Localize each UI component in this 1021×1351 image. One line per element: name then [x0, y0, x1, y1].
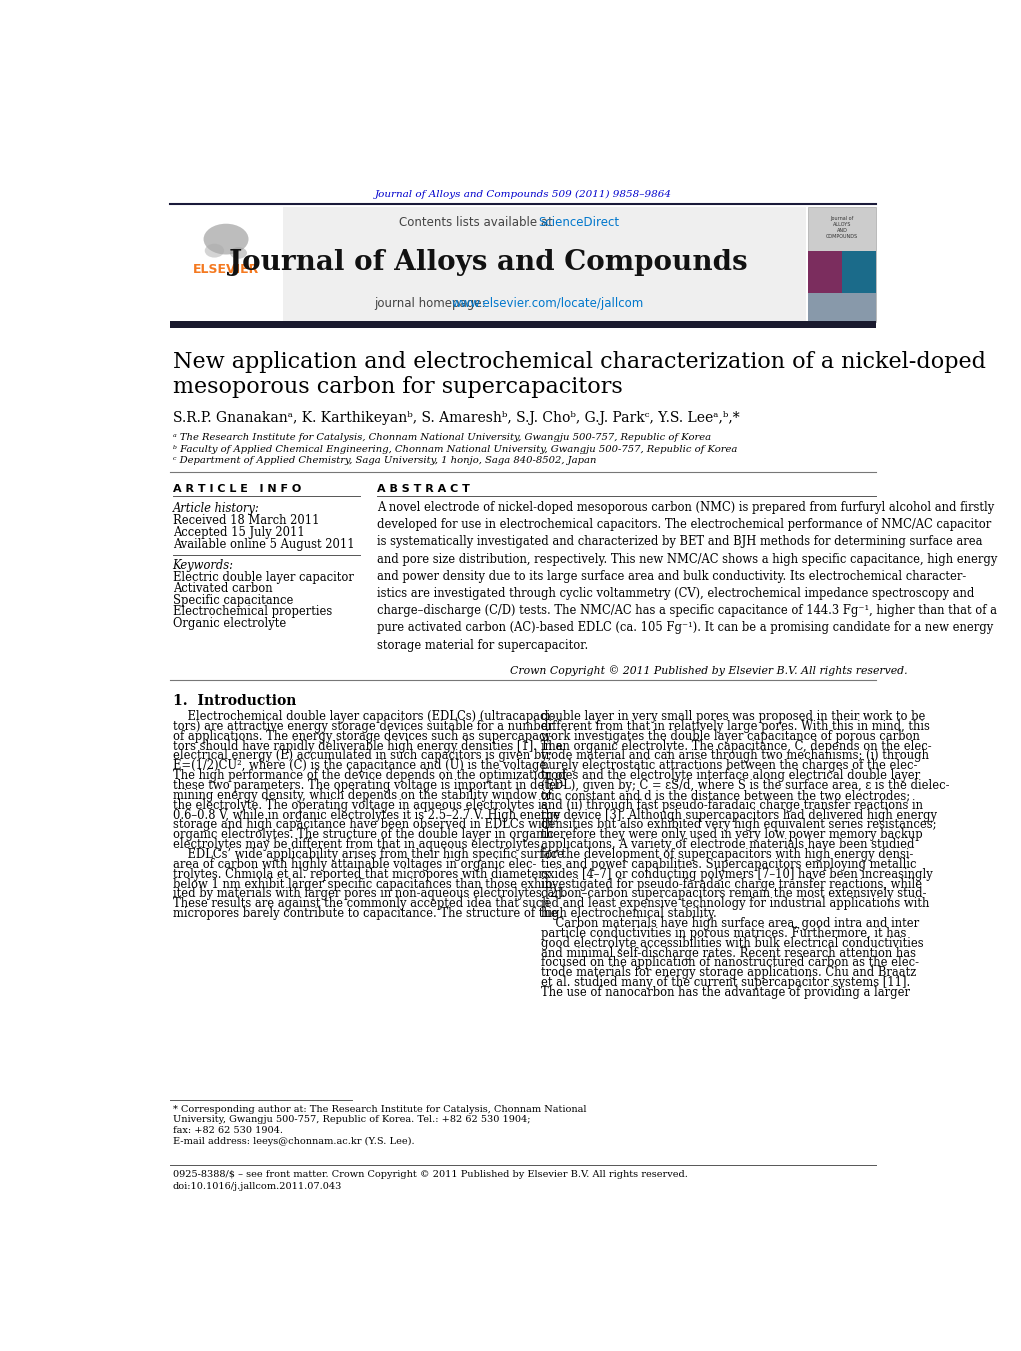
- Text: (EDL), given by; C = εS/d, where S is the surface area, ε is the dielec-: (EDL), given by; C = εS/d, where S is th…: [541, 780, 950, 792]
- Text: Specific capacitance: Specific capacitance: [173, 593, 293, 607]
- Text: Received 18 March 2011: Received 18 March 2011: [173, 515, 320, 527]
- Text: doi:10.1016/j.jallcom.2011.07.043: doi:10.1016/j.jallcom.2011.07.043: [173, 1182, 342, 1190]
- Text: applications. A variety of electrode materials have been studied: applications. A variety of electrode mat…: [541, 838, 914, 851]
- Text: and (ii) through fast pseudo-faradaic charge transfer reactions in: and (ii) through fast pseudo-faradaic ch…: [541, 798, 923, 812]
- Text: tors) are attractive energy storage devices suitable for a number: tors) are attractive energy storage devi…: [173, 720, 552, 732]
- Text: www.elsevier.com/locate/jallcom: www.elsevier.com/locate/jallcom: [451, 296, 644, 309]
- Bar: [171, 207, 283, 323]
- Text: for the development of supercapacitors with high energy densi-: for the development of supercapacitors w…: [541, 848, 913, 861]
- Text: purely electrostatic attractions between the charges of the elec-: purely electrostatic attractions between…: [541, 759, 917, 773]
- Text: The use of nanocarbon has the advantage of providing a larger: The use of nanocarbon has the advantage …: [541, 986, 910, 998]
- Text: A R T I C L E   I N F O: A R T I C L E I N F O: [173, 485, 301, 494]
- Text: the device [3]. Although supercapacitors had delivered high energy: the device [3]. Although supercapacitors…: [541, 809, 936, 821]
- Text: electrolytes may be different from that in aqueous electrolytes.: electrolytes may be different from that …: [173, 838, 543, 851]
- Text: These results are against the commonly accepted idea that such: These results are against the commonly a…: [173, 897, 549, 911]
- Text: double layer in very small pores was proposed in their work to be: double layer in very small pores was pro…: [541, 711, 925, 723]
- Text: electrical energy (E) accumulated in such capacitors is given by;: electrical energy (E) accumulated in suc…: [173, 750, 551, 762]
- Text: particle conductivities in porous matrices. Furthermore, it has: particle conductivities in porous matric…: [541, 927, 906, 940]
- Text: the electrolyte. The operating voltage in aqueous electrolytes is: the electrolyte. The operating voltage i…: [173, 798, 547, 812]
- Bar: [171, 207, 806, 323]
- Text: below 1 nm exhibit larger specific capacitances than those exhib-: below 1 nm exhibit larger specific capac…: [173, 878, 555, 890]
- Text: New application and electrochemical characterization of a nickel-doped: New application and electrochemical char…: [173, 351, 985, 373]
- Text: good electrolyte accessibilities with bulk electrical conductivities: good electrolyte accessibilities with bu…: [541, 936, 923, 950]
- Text: Electrochemical double layer capacitors (EDLCs) (ultracapaci-: Electrochemical double layer capacitors …: [173, 711, 553, 723]
- Text: A B S T R A C T: A B S T R A C T: [377, 485, 470, 494]
- Bar: [808, 207, 876, 323]
- Text: focused on the application of nanostructured carbon as the elec-: focused on the application of nanostruct…: [541, 957, 919, 970]
- Text: Carbon materials have high surface area, good intra and inter: Carbon materials have high surface area,…: [541, 917, 919, 929]
- Text: ᶜ Department of Applied Chemistry, Saga University, 1 honjo, Saga 840-8502, Japa: ᶜ Department of Applied Chemistry, Saga …: [173, 457, 596, 465]
- Text: Journal of
ALLOYS
AND
COMPOUNDS: Journal of ALLOYS AND COMPOUNDS: [826, 216, 859, 239]
- Text: ᵇ Faculty of Applied Chemical Engineering, Chonnam National University, Gwangju : ᵇ Faculty of Applied Chemical Engineerin…: [173, 444, 737, 454]
- Text: mining energy density, which depends on the stability window of: mining energy density, which depends on …: [173, 789, 551, 802]
- Text: Journal of Alloys and Compounds: Journal of Alloys and Compounds: [229, 249, 747, 276]
- Text: in an organic electrolyte. The capacitance, C, depends on the elec-: in an organic electrolyte. The capacitan…: [541, 739, 931, 753]
- Ellipse shape: [205, 243, 225, 258]
- Text: Organic electrolyte: Organic electrolyte: [173, 617, 286, 630]
- Text: these two parameters. The operating voltage is important in deter-: these two parameters. The operating volt…: [173, 780, 565, 792]
- Text: Contents lists available at: Contents lists available at: [399, 216, 556, 228]
- Text: Keywords:: Keywords:: [173, 559, 234, 571]
- Text: high electrochemical stability.: high electrochemical stability.: [541, 907, 717, 920]
- Text: densities but also exhibited very high equivalent series resistances;: densities but also exhibited very high e…: [541, 819, 936, 831]
- Text: Accepted 15 July 2011: Accepted 15 July 2011: [173, 526, 304, 539]
- Text: mesoporous carbon for supercapacitors: mesoporous carbon for supercapacitors: [173, 376, 623, 399]
- Text: journal homepage:: journal homepage:: [374, 296, 489, 309]
- Text: S.R.P. Gnanakanᵃ, K. Karthikeyanᵇ, S. Amareshᵇ, S.J. Choᵇ, G.J. Parkᶜ, Y.S. Leeᵃ: S.R.P. Gnanakanᵃ, K. Karthikeyanᵇ, S. Am…: [173, 411, 739, 424]
- Bar: [808, 293, 876, 323]
- Text: Available online 5 August 2011: Available online 5 August 2011: [173, 538, 354, 551]
- Text: organic electrolytes. The structure of the double layer in organic: organic electrolytes. The structure of t…: [173, 828, 553, 842]
- Text: therefore they were only used in very low power memory backup: therefore they were only used in very lo…: [541, 828, 922, 842]
- Text: trodes and the electrolyte interface along electrical double layer: trodes and the electrolyte interface alo…: [541, 769, 920, 782]
- Text: Activated carbon: Activated carbon: [173, 582, 273, 596]
- Text: Electrochemical properties: Electrochemical properties: [173, 605, 332, 619]
- Text: ties and power capabilities. Supercapacitors employing metallic: ties and power capabilities. Supercapaci…: [541, 858, 916, 871]
- Bar: [171, 320, 876, 328]
- Text: investigated for pseudo-faradaic charge transfer reactions, while: investigated for pseudo-faradaic charge …: [541, 878, 922, 890]
- Text: fax: +82 62 530 1904.: fax: +82 62 530 1904.: [173, 1127, 283, 1135]
- Text: storage and high capacitance have been observed in EDLCs with: storage and high capacitance have been o…: [173, 819, 553, 831]
- Text: different from that in relatively large pores. With this in mind, this: different from that in relatively large …: [541, 720, 929, 732]
- Text: E=(1/2)CU², where (C) is the capacitance and (U) is the voltage.: E=(1/2)CU², where (C) is the capacitance…: [173, 759, 549, 773]
- Text: ELSEVIER: ELSEVIER: [193, 263, 259, 277]
- Text: Crown Copyright © 2011 Published by Elsevier B.V. All rights reserved.: Crown Copyright © 2011 Published by Else…: [510, 665, 908, 676]
- Text: The high performance of the device depends on the optimization of: The high performance of the device depen…: [173, 769, 567, 782]
- Text: of applications. The energy storage devices such as supercapaci-: of applications. The energy storage devi…: [173, 730, 552, 743]
- Text: oxides [4–7] or conducting polymers [7–10] have been increasingly: oxides [4–7] or conducting polymers [7–1…: [541, 867, 932, 881]
- Text: 0.6–0.8 V, while in organic electrolytes it is 2.5–2.7 V. High energy: 0.6–0.8 V, while in organic electrolytes…: [173, 809, 560, 821]
- Text: ᵃ The Research Institute for Catalysis, Chonnam National University, Gwangju 500: ᵃ The Research Institute for Catalysis, …: [173, 434, 711, 442]
- Text: work investigates the double layer capacitance of porous carbon: work investigates the double layer capac…: [541, 730, 920, 743]
- Text: EDLCs’ wide applicability arises from their high specific surface: EDLCs’ wide applicability arises from th…: [173, 848, 564, 861]
- Text: area of carbon with highly attainable voltages in organic elec-: area of carbon with highly attainable vo…: [173, 858, 536, 871]
- Text: Journal of Alloys and Compounds 509 (2011) 9858–9864: Journal of Alloys and Compounds 509 (201…: [375, 190, 672, 199]
- Text: Article history:: Article history:: [173, 503, 259, 515]
- Text: ited by materials with larger pores in non-aqueous electrolytes [2].: ited by materials with larger pores in n…: [173, 888, 565, 900]
- Text: Electric double layer capacitor: Electric double layer capacitor: [173, 570, 353, 584]
- Text: * Corresponding author at: The Research Institute for Catalysis, Chonnam Nationa: * Corresponding author at: The Research …: [173, 1105, 586, 1113]
- Text: University, Gwangju 500-757, Republic of Korea. Tel.: +82 62 530 1904;: University, Gwangju 500-757, Republic of…: [173, 1116, 530, 1124]
- Ellipse shape: [203, 224, 248, 254]
- Text: 1.  Introduction: 1. Introduction: [173, 694, 296, 708]
- Text: and minimal self-discharge rates. Recent research attention has: and minimal self-discharge rates. Recent…: [541, 947, 916, 959]
- Text: ied and least expensive technology for industrial applications with: ied and least expensive technology for i…: [541, 897, 929, 911]
- Text: E-mail address: leeys@chonnam.ac.kr (Y.S. Lee).: E-mail address: leeys@chonnam.ac.kr (Y.S…: [173, 1138, 415, 1146]
- Bar: [808, 251, 842, 293]
- Text: micropores barely contribute to capacitance. The structure of the: micropores barely contribute to capacita…: [173, 907, 557, 920]
- Ellipse shape: [230, 247, 247, 259]
- Text: 0925-8388/$ – see front matter. Crown Copyright © 2011 Published by Elsevier B.V: 0925-8388/$ – see front matter. Crown Co…: [173, 1170, 687, 1179]
- Text: ScienceDirect: ScienceDirect: [538, 216, 620, 228]
- Text: et al. studied many of the current supercapacitor systems [11].: et al. studied many of the current super…: [541, 977, 910, 989]
- Text: trolytes. Chmiola et al. reported that micropores with diameters: trolytes. Chmiola et al. reported that m…: [173, 867, 549, 881]
- Text: carbon–carbon supercapacitors remain the most extensively stud-: carbon–carbon supercapacitors remain the…: [541, 888, 926, 900]
- Text: tors should have rapidly deliverable high energy densities [1]. The: tors should have rapidly deliverable hig…: [173, 739, 563, 753]
- Text: tric constant and d is the distance between the two electrodes;: tric constant and d is the distance betw…: [541, 789, 910, 802]
- Text: trode materials for energy storage applications. Chu and Braatz: trode materials for energy storage appli…: [541, 966, 916, 979]
- Text: A novel electrode of nickel-doped mesoporous carbon (NMC) is prepared from furfu: A novel electrode of nickel-doped mesopo…: [377, 501, 998, 651]
- Text: trode material and can arise through two mechanisms; (i) through: trode material and can arise through two…: [541, 750, 929, 762]
- Bar: [842, 251, 876, 293]
